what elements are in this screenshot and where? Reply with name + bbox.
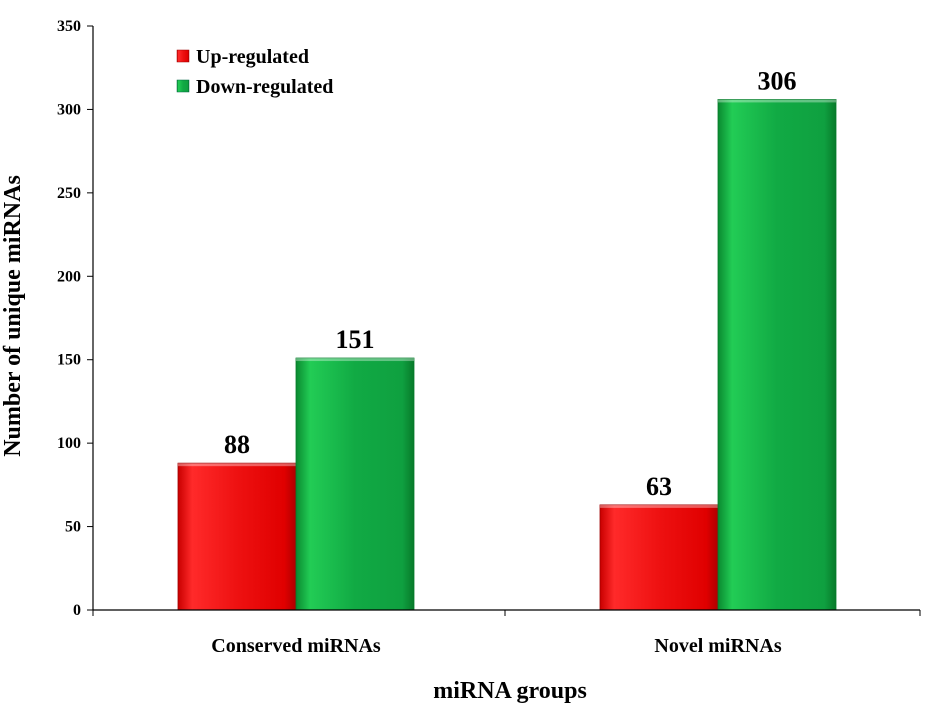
legend-label-up-regulated: Up-regulated <box>196 46 309 68</box>
bar-highlight <box>718 99 836 103</box>
x-category-label: Novel miRNAs <box>654 635 781 657</box>
data-labels: 88 151 63 306 <box>224 66 797 500</box>
y-tick-label: 100 <box>57 435 81 452</box>
bar <box>599 504 719 611</box>
y-tick-label: 150 <box>57 352 81 369</box>
y-tick-label: 50 <box>65 519 81 536</box>
bar <box>177 462 297 611</box>
x-axis-title: miRNA groups <box>433 678 587 704</box>
bar <box>295 357 415 611</box>
bar <box>717 99 837 611</box>
legend-label-down-regulated: Down-regulated <box>196 76 333 98</box>
legend-item-up-regulated: Up-regulated <box>176 46 309 68</box>
bars <box>177 99 837 611</box>
legend-item-down-regulated: Down-regulated <box>176 76 333 98</box>
data-label: 151 <box>336 325 375 354</box>
data-label: 63 <box>646 472 672 501</box>
legend-swatch-down-regulated <box>176 79 190 93</box>
x-category-label: Conserved miRNAs <box>211 635 381 657</box>
legend: Up-regulated Down-regulated <box>176 46 333 98</box>
y-axis-title: Number of unique miRNAs <box>0 175 26 457</box>
y-tick-label: 200 <box>57 268 81 285</box>
bar-highlight <box>600 504 718 508</box>
y-tick-label: 350 <box>57 18 81 35</box>
bar-highlight <box>178 463 296 467</box>
y-tick-label: 250 <box>57 185 81 202</box>
legend-swatch-up-regulated <box>176 49 190 63</box>
y-tick-label: 0 <box>73 602 81 619</box>
y-tick-label: 300 <box>57 101 81 118</box>
data-label: 88 <box>224 430 250 459</box>
data-label: 306 <box>758 66 797 95</box>
y-axis: 0 50 100 150 200 250 300 350 <box>57 18 94 619</box>
bar-highlight <box>296 358 414 362</box>
x-axis: Conserved miRNAs Novel miRNAs <box>92 609 921 657</box>
